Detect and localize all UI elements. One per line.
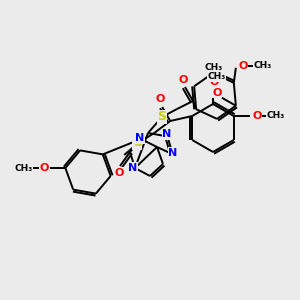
Text: CH₃: CH₃	[267, 112, 285, 121]
Text: O: O	[114, 168, 124, 178]
Text: O: O	[178, 75, 188, 85]
Text: CH₃: CH₃	[254, 61, 272, 70]
Text: N: N	[128, 163, 138, 173]
Text: O: O	[40, 163, 49, 173]
Text: N: N	[168, 148, 178, 158]
Text: O: O	[212, 88, 221, 98]
Text: O: O	[252, 111, 262, 121]
Text: S: S	[133, 136, 142, 149]
Text: N: N	[135, 133, 145, 143]
Text: CH₃: CH₃	[14, 164, 32, 172]
Text: N: N	[162, 129, 172, 139]
Text: O: O	[155, 94, 165, 104]
Text: O: O	[209, 77, 219, 87]
Text: CH₃: CH₃	[208, 72, 226, 81]
Text: O: O	[238, 61, 248, 71]
Text: S: S	[158, 110, 166, 124]
Text: CH₃: CH₃	[205, 64, 223, 73]
